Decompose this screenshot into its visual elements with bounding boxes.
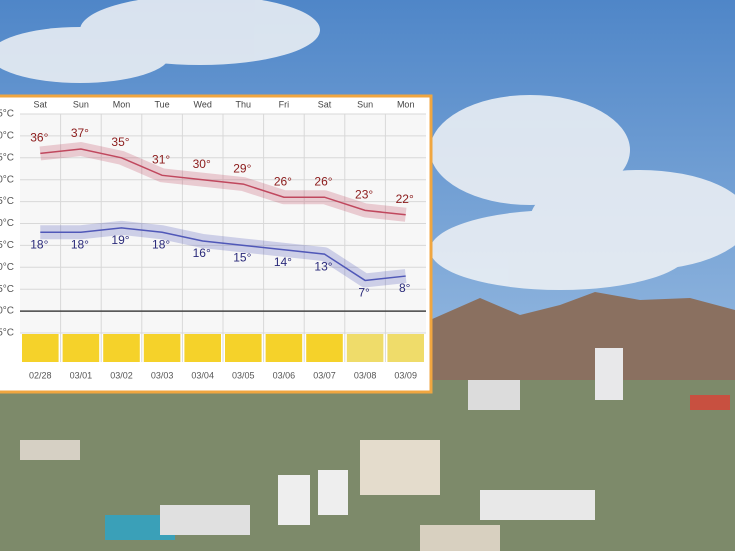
value-label: 14° xyxy=(274,255,292,269)
y-tick-label: -5°C xyxy=(0,328,14,339)
value-label: 26° xyxy=(314,174,332,188)
day-label: Sat xyxy=(34,99,48,109)
y-tick-label: 15°C xyxy=(0,240,14,251)
weather-box xyxy=(22,334,59,362)
x-tick-label: 03/08 xyxy=(354,370,377,380)
day-label: Sun xyxy=(357,99,373,109)
weather-box xyxy=(184,334,221,362)
value-label: 16° xyxy=(193,246,211,260)
y-tick-label: 0°C xyxy=(0,306,14,317)
value-label: 23° xyxy=(355,188,373,202)
mountains xyxy=(430,292,735,380)
x-tick-label: 03/04 xyxy=(191,370,214,380)
value-label: 13° xyxy=(314,259,332,273)
day-label: Fri xyxy=(279,99,290,109)
value-label: 19° xyxy=(111,233,129,247)
x-tick-label: 03/09 xyxy=(394,370,417,380)
y-tick-label: 25°C xyxy=(0,196,14,207)
weather-box xyxy=(306,334,343,362)
y-tick-label: 30°C xyxy=(0,174,14,185)
weather-box xyxy=(103,334,140,362)
x-tick-label: 03/03 xyxy=(151,370,174,380)
weather-box xyxy=(387,334,424,362)
day-label: Sun xyxy=(73,99,89,109)
value-label: 18° xyxy=(30,237,48,251)
day-label: Wed xyxy=(194,99,212,109)
value-label: 7° xyxy=(358,286,370,300)
y-tick-label: 35°C xyxy=(0,152,14,163)
y-tick-label: 10°C xyxy=(0,262,14,273)
x-tick-label: 02/28 xyxy=(29,370,52,380)
value-label: 26° xyxy=(274,174,292,188)
day-label: Sat xyxy=(318,99,332,109)
value-label: 8° xyxy=(399,281,411,295)
value-label: 18° xyxy=(71,237,89,251)
series-line xyxy=(40,227,406,282)
value-label: 22° xyxy=(396,192,414,206)
weather-box xyxy=(265,334,303,362)
y-tick-label: 40°C xyxy=(0,131,14,142)
clouds xyxy=(0,0,735,290)
chart: 45°C 40°C 35°C 30°C 25°C 20°C 15°C 10°C 5°C 0°C -5… xyxy=(0,99,426,380)
value-label: 35° xyxy=(111,135,129,149)
y-tick-label: 5°C xyxy=(0,284,14,295)
day-label: Mon xyxy=(113,99,131,109)
x-tick-label: 03/01 xyxy=(70,370,93,380)
value-label: 36° xyxy=(30,131,48,145)
day-label: Tue xyxy=(155,99,170,109)
value-label: 31° xyxy=(152,152,170,166)
day-label: Mon xyxy=(397,99,415,109)
x-tick-label: 03/05 xyxy=(232,370,255,380)
weather-box xyxy=(225,334,262,362)
x-tick-label: 03/02 xyxy=(110,370,133,380)
value-label: 30° xyxy=(193,157,211,171)
day-label: Thu xyxy=(236,99,252,109)
value-label: 37° xyxy=(71,126,89,140)
weather-box xyxy=(62,334,100,362)
value-label: 29° xyxy=(233,161,251,175)
value-label: 15° xyxy=(233,251,251,265)
value-label: 18° xyxy=(152,237,170,251)
x-tick-label: 03/06 xyxy=(273,370,296,380)
x-tick-label: 03/07 xyxy=(313,370,336,380)
series-line xyxy=(40,148,406,216)
y-tick-label: 20°C xyxy=(0,218,14,229)
buildings xyxy=(20,348,730,551)
weather-box xyxy=(346,334,384,362)
weather-box xyxy=(143,334,181,362)
y-tick-label: 45°C xyxy=(0,109,14,120)
